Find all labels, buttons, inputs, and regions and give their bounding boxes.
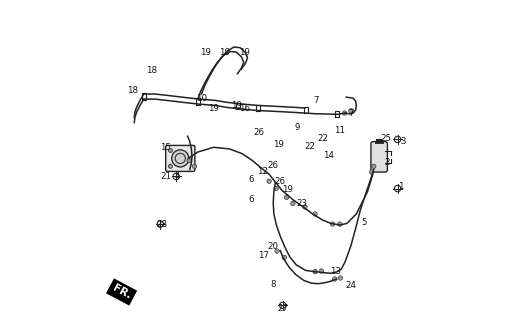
Circle shape	[349, 108, 353, 113]
Circle shape	[338, 276, 343, 280]
Text: 28: 28	[157, 220, 168, 228]
Text: 19: 19	[200, 48, 211, 57]
Circle shape	[169, 148, 172, 152]
Text: 7: 7	[313, 96, 319, 105]
Text: 18: 18	[146, 66, 156, 75]
Circle shape	[319, 269, 324, 273]
Circle shape	[282, 255, 286, 260]
Text: 11: 11	[334, 126, 345, 135]
Text: 24: 24	[345, 281, 357, 291]
Text: 19: 19	[272, 140, 283, 149]
Text: 25: 25	[380, 134, 391, 143]
Text: 12: 12	[256, 167, 268, 176]
Text: 26: 26	[253, 128, 265, 137]
Circle shape	[332, 277, 337, 281]
Text: 5: 5	[362, 218, 367, 227]
Text: 9: 9	[294, 123, 300, 132]
Text: 19: 19	[239, 48, 250, 57]
Text: 1: 1	[398, 181, 404, 190]
Text: 8: 8	[270, 280, 276, 289]
Text: 19: 19	[207, 104, 218, 113]
Text: 26: 26	[274, 177, 285, 186]
Text: 6: 6	[248, 175, 254, 185]
Circle shape	[313, 269, 317, 274]
Text: 20: 20	[268, 242, 279, 251]
Text: 22: 22	[317, 134, 328, 143]
Text: 14: 14	[323, 151, 334, 160]
Circle shape	[274, 186, 278, 191]
Circle shape	[313, 212, 317, 216]
Circle shape	[337, 222, 342, 226]
Circle shape	[172, 150, 189, 167]
Text: 26: 26	[268, 161, 279, 170]
Text: 3: 3	[400, 137, 406, 146]
FancyBboxPatch shape	[371, 142, 388, 172]
Text: 4: 4	[175, 172, 181, 181]
Text: 15: 15	[160, 143, 171, 152]
Text: 18: 18	[126, 86, 138, 95]
Text: 19: 19	[231, 100, 242, 110]
Text: 19: 19	[282, 185, 293, 194]
Text: 21: 21	[160, 172, 171, 181]
Circle shape	[267, 179, 271, 183]
Text: 17: 17	[258, 251, 269, 260]
Circle shape	[192, 164, 197, 169]
FancyBboxPatch shape	[166, 145, 195, 172]
Circle shape	[372, 164, 376, 169]
Circle shape	[169, 164, 172, 168]
Text: 22: 22	[304, 142, 315, 151]
Text: 7: 7	[348, 108, 353, 117]
Text: FR.: FR.	[111, 283, 133, 301]
Circle shape	[343, 111, 347, 115]
Text: 2: 2	[384, 158, 390, 167]
Text: 13: 13	[330, 267, 341, 276]
Circle shape	[303, 205, 307, 209]
Circle shape	[291, 201, 295, 206]
Circle shape	[330, 222, 335, 226]
Text: 10: 10	[219, 48, 230, 57]
Text: 6: 6	[248, 195, 254, 204]
Text: 27: 27	[277, 304, 288, 313]
Circle shape	[284, 195, 289, 200]
Circle shape	[369, 170, 374, 174]
Circle shape	[275, 249, 279, 253]
Text: 23: 23	[296, 199, 307, 208]
Circle shape	[187, 158, 191, 163]
Text: 16: 16	[239, 104, 250, 113]
Text: 10: 10	[197, 94, 207, 103]
